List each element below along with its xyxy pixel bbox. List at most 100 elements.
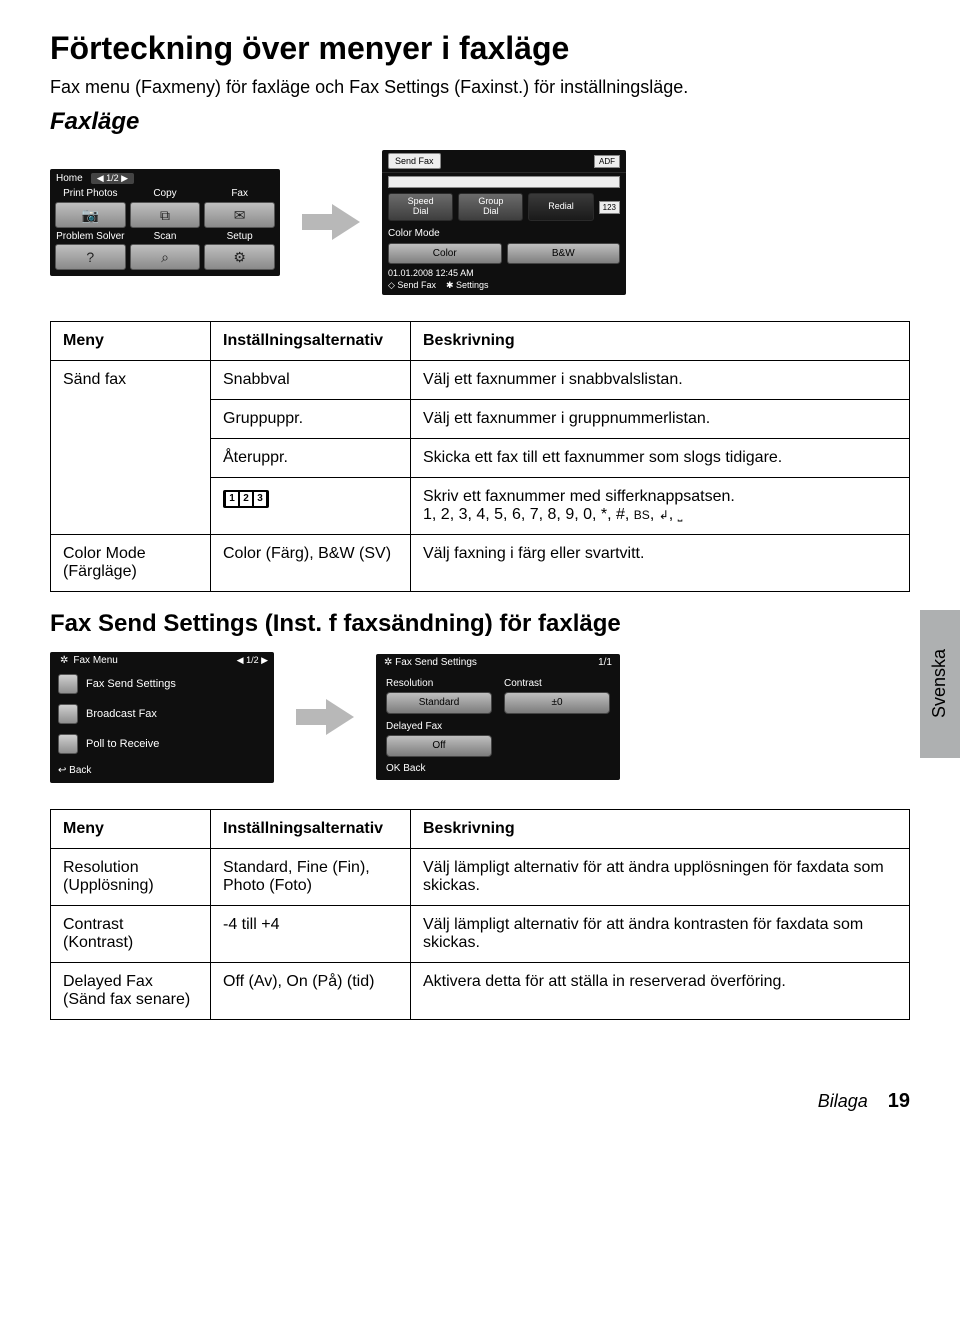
- t2-head-1: Meny: [51, 809, 211, 848]
- screens-row-1: Home ◀ 1/2 ▶ Print Photos 📷 Copy ⧉Fax ✉ Probl…: [50, 150, 910, 295]
- color-mode-label: Color Mode: [388, 228, 620, 240]
- menu-item-icon: [58, 674, 78, 694]
- gear-icon: ✲: [384, 657, 392, 668]
- fss-title: Fax Send Settings: [395, 657, 477, 668]
- table-cell: Välj lämpligt alternativ för att ändra u…: [411, 848, 910, 905]
- home-cell-label: Copy: [130, 188, 201, 200]
- sendfax-foot2: ✱ Settings: [446, 280, 489, 290]
- settings-table-1: Meny Inställningsalternativ Beskrivning …: [50, 321, 910, 592]
- home-cell-label: Problem Solver: [55, 231, 126, 243]
- t2-head-3: Beskrivning: [411, 809, 910, 848]
- language-tab: Svenska: [920, 610, 960, 758]
- t1-r1-menu: Sänd fax: [51, 360, 211, 534]
- menu-item-icon: [58, 704, 78, 724]
- home-cell-button[interactable]: 📷: [55, 202, 126, 228]
- t1-r3-desc: Skicka ett fax till ett faxnummer som sl…: [411, 438, 910, 477]
- table-cell: Resolution (Upplösning): [51, 848, 211, 905]
- t1-r5-desc: Välj faxning i färg eller svartvitt.: [411, 534, 910, 591]
- settings-table-2: Meny Inställningsalternativ Beskrivning …: [50, 809, 910, 1020]
- sendfax-title: Send Fax: [388, 153, 441, 169]
- mode-heading: Faxläge: [50, 108, 910, 136]
- home-label: Home: [56, 173, 83, 185]
- footer-page-number: 19: [888, 1090, 910, 1113]
- fax-number-field: [388, 176, 620, 188]
- home-cell-button[interactable]: ⌕: [130, 244, 201, 270]
- table-row: Sänd fax Snabbval Välj ett faxnummer i s…: [51, 360, 910, 399]
- table-cell: Aktivera detta för att ställa in reserve…: [411, 962, 910, 1019]
- table-row: Resolution (Upplösning)Standard, Fine (F…: [51, 848, 910, 905]
- t1-r5-menu: Color Mode (Färgläge): [51, 534, 211, 591]
- faxmenu-back: ↩ Back: [50, 759, 274, 777]
- t1-r5-opt: Color (Färg), B&W (SV): [211, 534, 411, 591]
- t1-head-2: Inställningsalternativ: [211, 321, 411, 360]
- dial-button[interactable]: Redial: [528, 193, 593, 221]
- table-cell: -4 till +4: [211, 905, 411, 962]
- home-cell: Copy ⧉: [130, 188, 201, 228]
- faxmenu-item-label: Fax Send Settings: [86, 678, 176, 691]
- dial-button[interactable]: SpeedDial: [388, 193, 453, 221]
- home-cell-button[interactable]: ⚙: [204, 244, 275, 270]
- home-cell: Setup⚙: [204, 231, 275, 271]
- home-cell-button[interactable]: ✉: [204, 202, 275, 228]
- screens-row-2: ✲ Fax Menu ◀ 1/2 ▶ Fax Send SettingsBroa…: [50, 652, 910, 783]
- table-cell: Off (Av), On (På) (tid): [211, 962, 411, 1019]
- faxmenu-item[interactable]: Broadcast Fax: [50, 699, 274, 729]
- t1-head-3: Beskrivning: [411, 321, 910, 360]
- fss-page: 1/1: [598, 657, 612, 669]
- t1-r2-desc: Välj ett faxnummer i gruppnummerlistan.: [411, 399, 910, 438]
- home-cell: Problem Solver?: [55, 231, 126, 271]
- table-row: Color Mode (Färgläge) Color (Färg), B&W …: [51, 534, 910, 591]
- page-subtitle: Fax menu (Faxmeny) för faxläge och Fax S…: [50, 77, 910, 98]
- fss-contrast-label: Contrast: [504, 678, 610, 690]
- table-cell: Contrast (Kontrast): [51, 905, 211, 962]
- home-screen: Home ◀ 1/2 ▶ Print Photos 📷 Copy ⧉Fax ✉ Probl…: [50, 169, 280, 277]
- home-cell-label: Fax: [204, 188, 275, 200]
- color-mode-button[interactable]: B&W: [507, 243, 621, 265]
- numpad-icon: 123: [223, 490, 269, 508]
- faxmenu-title: Fax Menu: [73, 655, 117, 667]
- home-cell-button[interactable]: ⧉: [130, 202, 201, 228]
- arrow-icon: [296, 695, 354, 739]
- color-mode-button[interactable]: Color: [388, 243, 502, 265]
- fss-resolution-value: Standard: [386, 692, 492, 714]
- t1-r1-desc: Välj ett faxnummer i snabbvalslistan.: [411, 360, 910, 399]
- table-cell: Delayed Fax (Sänd fax senare): [51, 962, 211, 1019]
- faxmenu-item-label: Poll to Receive: [86, 738, 159, 751]
- fss-back: OK Back: [376, 757, 620, 775]
- table-cell: Standard, Fine (Fin), Photo (Foto): [211, 848, 411, 905]
- t1-r2-opt: Gruppuppr.: [211, 399, 411, 438]
- dial-button[interactable]: GroupDial: [458, 193, 523, 221]
- fss-contrast-value: ±0: [504, 692, 610, 714]
- home-page-indicator: ◀ 1/2 ▶: [91, 173, 134, 183]
- numpad-badge: 123: [599, 201, 620, 214]
- footer-label: Bilaga: [818, 1091, 868, 1112]
- t2-head-2: Inställningsalternativ: [211, 809, 411, 848]
- t1-r4-opt: 123: [211, 477, 411, 534]
- faxmenu-item[interactable]: Poll to Receive: [50, 729, 274, 759]
- sendfax-date: 01.01.2008 12:45 AM: [388, 268, 620, 278]
- fss-delayed-label: Delayed Fax: [386, 721, 492, 733]
- arrow-icon: [302, 200, 360, 244]
- t1-r3-opt: Återuppr.: [211, 438, 411, 477]
- page-title: Förteckning över menyer i faxläge: [50, 30, 910, 67]
- table-row: Delayed Fax (Sänd fax senare)Off (Av), O…: [51, 962, 910, 1019]
- menu-item-icon: [58, 734, 78, 754]
- section2-heading: Fax Send Settings (Inst. f faxsändning) …: [50, 610, 910, 638]
- home-cell-label: Print Photos: [55, 188, 126, 200]
- faxmenu-screen: ✲ Fax Menu ◀ 1/2 ▶ Fax Send SettingsBroa…: [50, 652, 274, 783]
- faxmenu-item-label: Broadcast Fax: [86, 708, 157, 721]
- fss-resolution-label: Resolution: [386, 678, 492, 690]
- t1-head-1: Meny: [51, 321, 211, 360]
- gear-icon: ✲: [60, 655, 68, 667]
- adf-badge: ADF: [594, 155, 620, 168]
- table-cell: Välj lämpligt alternativ för att ändra k…: [411, 905, 910, 962]
- home-cell: Print Photos 📷: [55, 188, 126, 228]
- home-cell-button[interactable]: ?: [55, 244, 126, 270]
- t1-r1-opt: Snabbval: [211, 360, 411, 399]
- home-cell-label: Scan: [130, 231, 201, 243]
- fss-screen: ✲ Fax Send Settings 1/1 Resolution Stand…: [376, 654, 620, 780]
- faxmenu-item[interactable]: Fax Send Settings: [50, 669, 274, 699]
- page-footer: Bilaga 19: [50, 1090, 910, 1113]
- home-cell: Fax ✉: [204, 188, 275, 228]
- home-cell: Scan⌕: [130, 231, 201, 271]
